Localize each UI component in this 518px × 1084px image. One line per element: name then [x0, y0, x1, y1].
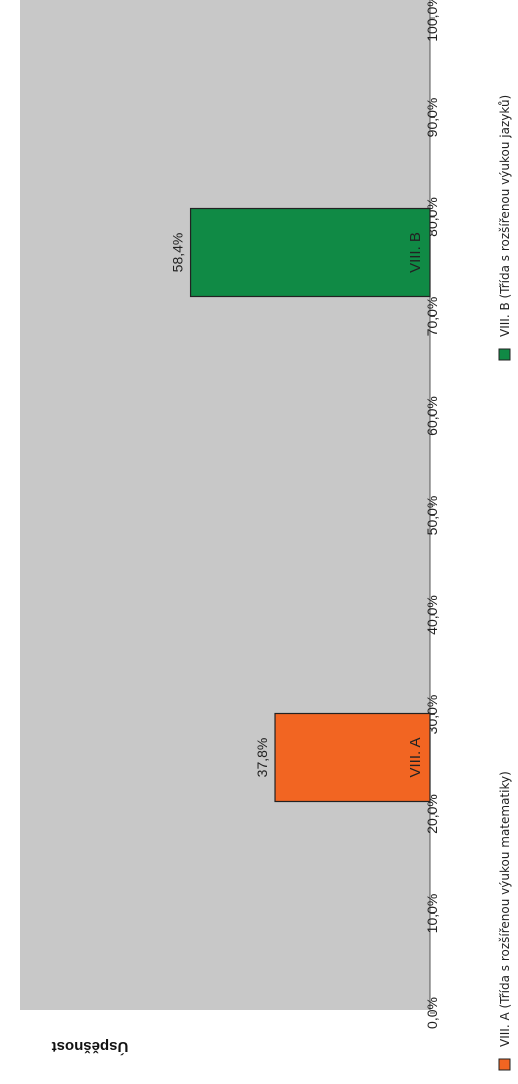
y-tick-label: 90,0% — [424, 98, 440, 138]
y-tick-label: 70,0% — [424, 297, 440, 337]
y-tick-label: 100,0% — [424, 0, 440, 42]
legend-label: VIII. B (Třída s rozšířenou výukou jazyk… — [498, 95, 512, 337]
plot-area — [20, 0, 430, 1010]
bars — [189, 207, 431, 803]
data-label: 37,8% — [254, 738, 270, 778]
y-tick-label: 50,0% — [424, 496, 440, 536]
labels: 37,8% VIII. A 58,4% VIII. B — [170, 232, 424, 777]
y-tick-label: 20,0% — [424, 794, 440, 834]
data-label: 58,4% — [170, 233, 186, 273]
bar-viii-b — [189, 207, 431, 298]
y-tick-label: 0,0% — [424, 997, 440, 1029]
category-label: VIII. B — [407, 232, 424, 273]
y-tick-label: 40,0% — [424, 595, 440, 635]
legend-swatch — [498, 348, 511, 361]
y-tick-label: 10,0% — [424, 894, 440, 934]
legend: VIII. A (Třída s rozšířenou výukou matem… — [498, 95, 512, 1071]
category-label: VIII. A — [407, 737, 424, 777]
legend-label: VIII. A (Třída s rozšířenou výukou matem… — [498, 771, 512, 1047]
y-axis-title: Úspěšnost — [52, 1038, 129, 1056]
bar-viii-a — [274, 712, 431, 803]
legend-swatch — [498, 1058, 511, 1071]
y-tick-label: 60,0% — [424, 396, 440, 436]
